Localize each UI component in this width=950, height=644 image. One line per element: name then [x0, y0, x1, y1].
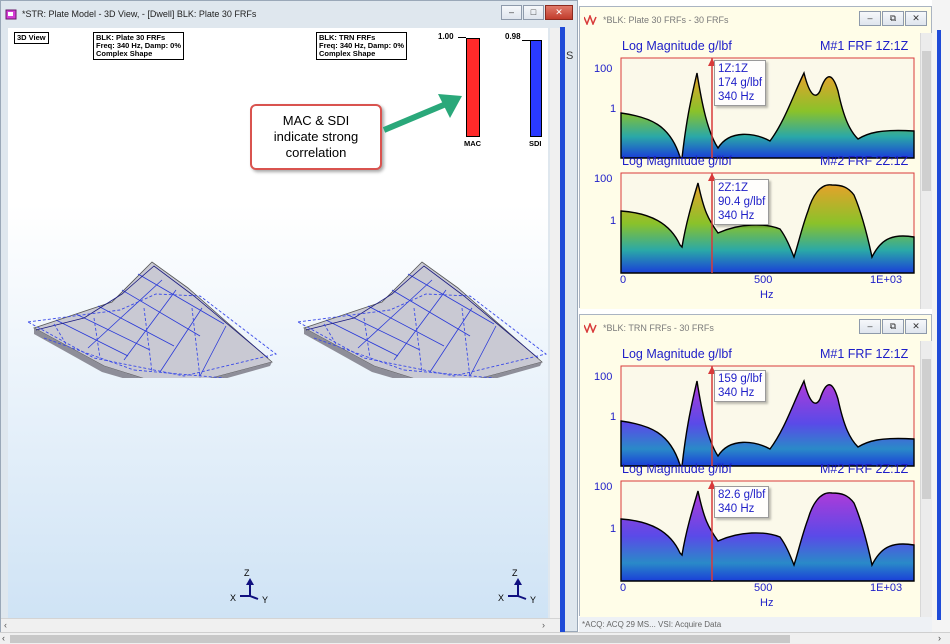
frf-plot-1-measure: M#1 FRF 1Z:1Z [820, 39, 909, 53]
plate-frf-window-titlebar[interactable]: *BLK: Plate 30 FRFs - 30 FRFs [580, 7, 931, 33]
mac-tick [458, 37, 466, 38]
frf-plot-1-cursor-readout[interactable]: 1Z:1Z 174 g/lbf 340 Hz [714, 60, 767, 106]
correlation-callout: MAC & SDI indicate strong correlation [250, 104, 382, 170]
frf-xtick-0: 0 [620, 274, 627, 286]
restore-button[interactable]: ⧉ [882, 11, 904, 26]
maximize-button[interactable]: □ [523, 5, 544, 20]
frf-xaxis-label: Hz [760, 289, 774, 301]
hidden-window-stub: S [566, 50, 574, 62]
axis-triad-icon [240, 578, 259, 600]
view-type-label: 3D View [14, 32, 49, 44]
frf-plot-3-title: Log Magnitude g/lbf [622, 347, 732, 361]
scroll-right-arrow-icon[interactable]: › [938, 633, 941, 643]
plate-frf-window: *BLK: Plate 30 FRFs - 30 FRFs – ⧉ ✕ [579, 6, 932, 309]
right-shape-label: BLK: TRN FRFs Freq: 340 Hz, Damp: 0% Com… [316, 32, 408, 60]
trn-frf-window-titlebar[interactable]: *BLK: TRN FRFs - 30 FRFs [580, 315, 931, 341]
scroll-left-arrow-icon[interactable]: ‹ [4, 620, 7, 630]
frf-plot-4-cursor-readout[interactable]: 82.6 g/lbf 340 Hz [714, 486, 770, 518]
frf-xtick-500: 500 [754, 274, 773, 286]
frf-xtick-500: 500 [754, 582, 773, 594]
plate-frf-plots[interactable] [580, 33, 920, 309]
close-button[interactable]: ✕ [905, 319, 927, 334]
frf-plot-2-cursor-readout[interactable]: 2Z:1Z 90.4 g/lbf 340 Hz [714, 179, 770, 225]
frf-plot-4-measure: M#2 FRF 2Z:1Z [820, 462, 909, 476]
frf-xtick-1000: 1E+03 [870, 274, 903, 286]
minimized-windows-text[interactable]: *ACQ: ACQ 29 MS... VSI: Acquire Data [582, 620, 722, 629]
frf-plot-2-ytick-top: 100 [594, 173, 613, 185]
frf-plot-1-title: Log Magnitude g/lbf [622, 39, 732, 53]
sdi-caption: SDI [529, 139, 542, 148]
main-horizontal-scrollbar[interactable]: ‹ › [0, 632, 950, 644]
frf-plot-2-ytick-mid: 1 [610, 215, 617, 227]
frf-plot-2-title: Log Magnitude g/lbf [622, 154, 732, 168]
trn-frf-plots[interactable] [580, 341, 920, 617]
trn-frf-plot-area[interactable]: Log Magnitude g/lbf M#1 FRF 1Z:1Z 100 1 … [580, 341, 920, 617]
right-axis-triad: Z X Y [498, 568, 537, 605]
frf-xtick-0: 0 [620, 582, 627, 594]
left-shape-label: BLK: Plate 30 FRFs Freq: 340 Hz, Damp: 0… [93, 32, 185, 60]
frf-plot-3-ytick-mid: 1 [610, 411, 617, 423]
structure-window-title: *STR: Plate Model - 3D View, - [Dwell] B… [22, 9, 257, 19]
right-edge-panel [932, 0, 950, 632]
minimize-button[interactable]: – [501, 5, 522, 20]
callout-arrow-icon [382, 94, 462, 133]
frf-plot-1-ytick-mid: 1 [610, 103, 617, 115]
frf-plot-1-ytick-top: 100 [594, 63, 613, 75]
restore-button[interactable]: ⧉ [882, 319, 904, 334]
scroll-left-arrow-icon[interactable]: ‹ [2, 633, 5, 643]
plate-frf-vertical-scrollbar[interactable] [920, 33, 932, 309]
close-button[interactable]: ✕ [545, 5, 573, 20]
window-divider[interactable] [560, 27, 565, 632]
sdi-value: 0.98 [505, 32, 521, 41]
3d-view-canvas[interactable]: 3D View BLK: Plate 30 FRFs Freq: 340 Hz,… [8, 28, 548, 618]
frf-plot-4-ytick-mid: 1 [610, 523, 617, 535]
frf-plot-3-cursor-readout[interactable]: 159 g/lbf 340 Hz [714, 370, 767, 402]
close-button[interactable]: ✕ [905, 11, 927, 26]
frf-xtick-1000: 1E+03 [870, 582, 903, 594]
structure-3d-window: *STR: Plate Model - 3D View, - [Dwell] B… [0, 0, 578, 633]
frf-xaxis-label: Hz [760, 597, 774, 609]
right-window-divider[interactable] [937, 30, 941, 620]
mac-bar [466, 38, 480, 137]
right-plate-mode-shape [296, 261, 548, 378]
axis-triad-icon [508, 578, 527, 600]
frf-plot-3-measure: M#1 FRF 1Z:1Z [820, 347, 909, 361]
left-axis-triad: Z X Y [230, 568, 269, 605]
trn-frf-window-controls: – ⧉ ✕ [859, 319, 927, 334]
trn-frf-vertical-scrollbar[interactable] [920, 341, 932, 617]
plate-frf-plot-area[interactable]: Log Magnitude g/lbf M#1 FRF 1Z:1Z 100 1 … [580, 33, 920, 309]
mac-caption: MAC [464, 139, 482, 148]
frf-window-icon [584, 15, 597, 25]
plate-frf-window-title: *BLK: Plate 30 FRFs - 30 FRFs [603, 15, 729, 25]
scroll-right-arrow-icon[interactable]: › [542, 620, 545, 630]
plate-frf-window-controls: – ⧉ ✕ [859, 11, 927, 26]
minimized-windows-bar[interactable]: *ACQ: ACQ 29 MS... VSI: Acquire Data [579, 617, 932, 632]
main-scroll-thumb[interactable] [10, 635, 790, 643]
frf-plot-2-measure: M#2 FRF 2Z:1Z [820, 154, 909, 168]
frf-plot-1-frame [620, 57, 915, 160]
trn-frf-window: *BLK: TRN FRFs - 30 FRFs – ⧉ ✕ [579, 314, 932, 617]
mac-value: 1.00 [438, 32, 454, 41]
frf-plot-4-ytick-top: 100 [594, 481, 613, 493]
left-plate-mode-shape [26, 261, 278, 378]
frf-plot-4-title: Log Magnitude g/lbf [622, 462, 732, 476]
minimize-button[interactable]: – [859, 11, 881, 26]
frf-plot-3-ytick-top: 100 [594, 371, 613, 383]
trn-frf-window-title: *BLK: TRN FRFs - 30 FRFs [603, 323, 714, 333]
3d-view-horizontal-scrollbar[interactable]: ‹ › [1, 618, 561, 633]
structure-window-icon [5, 9, 17, 19]
3d-view-vertical-scrollbar[interactable] [550, 28, 560, 618]
sdi-bar [530, 40, 542, 137]
sdi-tick [522, 40, 530, 41]
structure-window-titlebar[interactable]: *STR: Plate Model - 3D View, - [Dwell] B… [1, 1, 577, 27]
frf-window-icon [584, 323, 597, 333]
frf-plot-3-frame [620, 365, 915, 468]
minimize-button[interactable]: – [859, 319, 881, 334]
structure-window-controls: – □ ✕ [501, 5, 573, 20]
